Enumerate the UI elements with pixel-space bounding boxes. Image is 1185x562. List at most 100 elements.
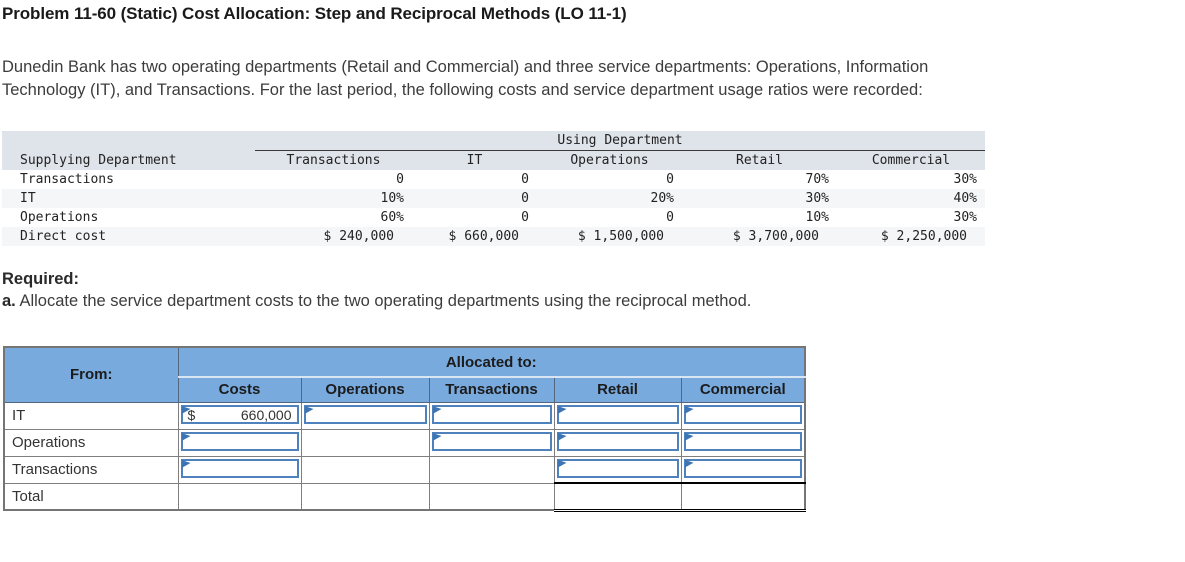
alloc-row-label: Transactions — [3, 455, 179, 484]
alloc-cell-it-retail — [553, 401, 682, 430]
alloc-input-transactions-costs[interactable] — [180, 459, 299, 478]
alloc-input-it-operations[interactable] — [303, 405, 427, 424]
supplying-department-header: Supplying Department — [2, 150, 255, 170]
from-header: From: — [3, 346, 179, 403]
usage-cell: $ 2,250,000 — [837, 227, 985, 246]
input-flag-icon — [432, 406, 442, 414]
alloc-cell-operations-commercial — [680, 428, 806, 457]
alloc-input-it-transactions[interactable] — [431, 405, 552, 424]
alloc-cell-transactions-transactions — [428, 455, 555, 484]
usage-cell: 30% — [953, 210, 977, 225]
usage-cell: 10% — [255, 189, 412, 208]
col-header-transactions: Transactions — [255, 150, 412, 170]
alloc-row-label: IT — [3, 401, 179, 430]
alloc-input-it-costs[interactable]: $ 660,000 — [180, 405, 299, 424]
alloc-cell-total-commercial — [680, 482, 806, 512]
allocated-to-header: Allocated to: — [177, 346, 806, 378]
usage-group-header-row: Using Department — [2, 131, 985, 151]
usage-row-label: Transactions — [20, 172, 114, 187]
usage-cell: 30% — [953, 172, 977, 187]
alloc-col-commercial: Commercial — [680, 376, 806, 403]
usage-cell: 70% — [805, 172, 829, 187]
alloc-cell-operations-operations — [300, 428, 430, 457]
alloc-row-label: Operations — [3, 428, 179, 457]
input-flag-icon — [181, 460, 191, 468]
input-flag-icon — [557, 433, 567, 441]
currency-prefix: $ — [187, 406, 196, 423]
alloc-cell-total-transactions — [428, 482, 555, 511]
usage-row-label: Direct cost — [2, 227, 255, 246]
alloc-cell-total-operations — [300, 482, 430, 511]
alloc-cell-transactions-operations — [300, 455, 430, 484]
problem-page: Problem 11-60 (Static) Cost Allocation: … — [2, 4, 1185, 512]
alloc-row-it: IT $ 660,000 — [3, 401, 806, 430]
alloc-cell-transactions-commercial — [680, 455, 806, 484]
alloc-cell-transactions-costs — [177, 455, 302, 484]
alloc-cell-it-commercial — [680, 401, 806, 430]
alloc-col-transactions: Transactions — [428, 376, 555, 403]
col-header-retail: Retail — [682, 150, 837, 170]
input-flag-icon — [557, 459, 567, 468]
alloc-row-total: Total — [3, 482, 806, 512]
alloc-header-row-1: From: Allocated to: — [3, 346, 806, 403]
usage-cell: $ 3,700,000 — [682, 227, 837, 246]
intro-line-1: Dunedin Bank has two operating departmen… — [2, 58, 929, 76]
required-item-a: a. Allocate the service department costs… — [2, 290, 1185, 312]
alloc-input-transactions-retail[interactable] — [556, 458, 679, 478]
alloc-col-retail: Retail — [553, 376, 682, 403]
usage-cell: $ 240,000 — [255, 227, 412, 246]
usage-cell: 0 — [521, 210, 529, 225]
usage-row-transactions: Transactions 0 0 0 70% 30% — [2, 170, 985, 189]
alloc-cell-total-costs — [177, 482, 302, 511]
col-header-operations: Operations — [537, 150, 682, 170]
alloc-input-operations-transactions[interactable] — [431, 432, 552, 451]
alloc-input-it-retail[interactable] — [556, 405, 679, 424]
alloc-header-row-2: Costs Operations Transactions Retail Com… — [4, 376, 806, 403]
usage-column-header-row: Supplying Department Transactions IT Ope… — [2, 150, 985, 170]
spacer-cell — [2, 131, 255, 151]
alloc-input-transactions-commercial[interactable] — [683, 458, 802, 478]
alloc-input-operations-costs[interactable] — [180, 432, 299, 451]
alloc-cell-it-transactions — [428, 401, 555, 430]
alloc-cell-operations-transactions — [428, 428, 555, 457]
alloc-cell-operations-costs — [177, 428, 302, 457]
alloc-cell-operations-retail — [553, 428, 682, 457]
usage-row-label: IT — [2, 189, 255, 208]
alloc-input-operations-commercial[interactable] — [683, 432, 802, 451]
alloc-row-label: Total — [3, 482, 179, 511]
alloc-col-costs: Costs — [177, 376, 302, 403]
usage-cell: 60% — [380, 210, 404, 225]
alloc-cell-total-retail — [553, 482, 682, 512]
input-flag-icon — [181, 406, 191, 414]
input-flag-icon — [684, 433, 694, 441]
using-department-header: Using Department — [255, 131, 985, 151]
page-title: Problem 11-60 (Static) Cost Allocation: … — [2, 4, 627, 23]
usage-row-operations: Operations 60% 0 0 10% 30% — [2, 208, 985, 227]
input-flag-icon — [557, 406, 567, 414]
alloc-input-operations-retail[interactable] — [556, 432, 679, 451]
col-header-commercial: Commercial — [837, 150, 985, 170]
required-heading: Required: — [2, 270, 80, 288]
allocation-table: From: Allocated to: Costs Operations Tra… — [3, 346, 806, 512]
input-flag-icon — [684, 406, 694, 414]
usage-cell: $ 660,000 — [412, 227, 537, 246]
required-item-text: Allocate the service department costs to… — [19, 292, 752, 310]
alloc-input-it-commercial[interactable] — [683, 405, 802, 424]
usage-cell: 20% — [537, 189, 682, 208]
alloc-row-transactions: Transactions — [3, 455, 806, 484]
input-flag-icon — [432, 433, 442, 441]
usage-row-direct-cost: Direct cost $ 240,000 $ 660,000 $ 1,500,… — [2, 227, 985, 246]
usage-cell: 0 — [521, 172, 529, 187]
usage-cell: 0 — [666, 172, 674, 187]
intro-line-2: Technology (IT), and Transactions. For t… — [2, 81, 923, 99]
input-flag-icon — [684, 459, 694, 468]
required-item-letter: a. — [2, 292, 16, 310]
usage-cell: $ 1,500,000 — [537, 227, 682, 246]
usage-cell: 10% — [805, 210, 829, 225]
alloc-cell-it-costs: $ 660,000 — [177, 401, 302, 430]
usage-cell: 40% — [837, 189, 985, 208]
alloc-col-operations: Operations — [300, 376, 430, 403]
alloc-cell-transactions-retail — [553, 455, 682, 484]
required-section: Required: a. Allocate the service depart… — [2, 268, 1185, 312]
input-flag-icon — [304, 406, 314, 414]
